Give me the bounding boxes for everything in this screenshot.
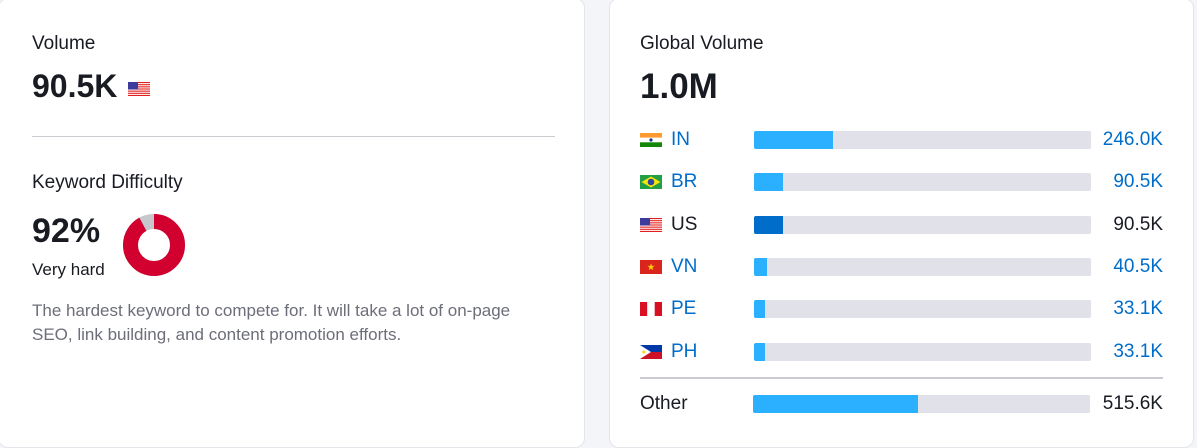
country-row-other: Other 515.6K [640, 389, 1163, 419]
country-volume-link[interactable]: 90.5K [1113, 171, 1163, 192]
country-row-pe: PE 33.1K [640, 294, 1163, 324]
volume-share-fill [754, 173, 783, 191]
difficulty-donut-chart [123, 214, 185, 276]
keyword-difficulty-label: Keyword Difficulty [32, 172, 183, 193]
india-flag-icon [640, 133, 662, 147]
volume-difficulty-card: Volume 90.5K Keyword Difficulty 92% Very… [0, 0, 585, 448]
country-volume-link[interactable]: 246.0K [1102, 129, 1163, 150]
volume-share-bar [754, 343, 1091, 361]
peru-flag-icon [640, 302, 662, 316]
us-flag-icon [128, 81, 151, 96]
keyword-difficulty-description: The hardest keyword to compete for. It w… [32, 301, 511, 344]
volume-share-bar [754, 258, 1091, 276]
divider [32, 136, 555, 137]
country-volume-link[interactable]: 33.1K [1113, 298, 1163, 319]
divider [640, 377, 1163, 379]
volume-share-fill [754, 300, 765, 318]
volume-share-bar [754, 300, 1091, 318]
vietnam-flag-icon [640, 260, 662, 274]
volume-value-group: 90.5K [32, 68, 151, 105]
country-code-link[interactable]: PE [671, 298, 697, 319]
keyword-difficulty-value: 92% [32, 212, 101, 250]
volume-share-bar [754, 173, 1091, 191]
country-volume-link[interactable]: 33.1K [1113, 341, 1163, 362]
volume-share-fill [754, 343, 765, 361]
country-row-br: BR 90.5K [640, 167, 1163, 197]
global-volume-value: 1.0M [640, 67, 718, 106]
other-label: Other [640, 393, 688, 414]
volume-share-bar [754, 216, 1091, 234]
brazil-flag-icon [640, 175, 662, 189]
volume-share-fill [754, 131, 834, 149]
global-volume-card: Global Volume 1.0M IN 246.0K BR 90.5K US… [609, 0, 1194, 448]
philippines-flag-icon [640, 345, 662, 359]
volume-share-bar [754, 131, 1091, 149]
country-row-ph: PH 33.1K [640, 337, 1163, 367]
global-volume-label: Global Volume [640, 33, 764, 54]
country-code-link[interactable]: VN [671, 256, 698, 277]
country-row-us: US 90.5K [640, 210, 1163, 240]
country-code-link[interactable]: BR [671, 171, 698, 192]
country-row-vn: VN 40.5K [640, 252, 1163, 282]
country-row-in: IN 246.0K [640, 125, 1163, 155]
country-code-link[interactable]: PH [671, 341, 698, 362]
country-code: US [671, 214, 698, 235]
country-code-link[interactable]: IN [671, 129, 690, 150]
country-volume: 90.5K [1113, 214, 1163, 235]
us-flag-icon [640, 218, 662, 232]
volume-share-fill [753, 395, 919, 413]
volume-label: Volume [32, 33, 96, 54]
volume-value: 90.5K [32, 68, 118, 104]
volume-share-bar [753, 395, 1090, 413]
country-volume-link[interactable]: 40.5K [1113, 256, 1163, 277]
other-volume: 515.6K [1102, 393, 1163, 414]
volume-share-fill [754, 216, 783, 234]
keyword-difficulty-rating: Very hard [32, 260, 105, 279]
volume-share-fill [754, 258, 768, 276]
